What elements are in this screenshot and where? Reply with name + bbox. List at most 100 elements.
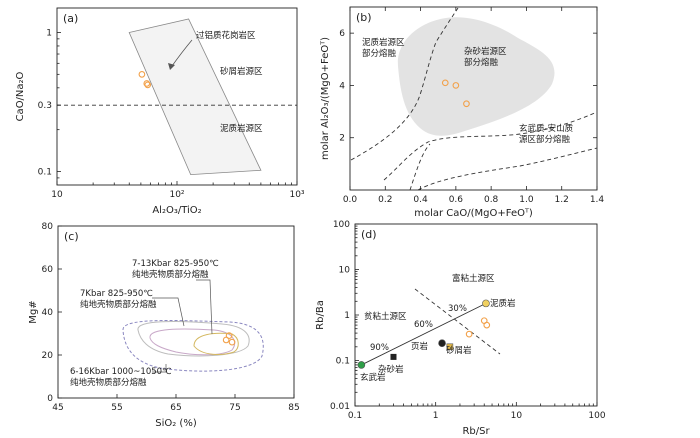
x-tick-label: 1.4	[590, 195, 605, 205]
region-label: 富粘土源区	[452, 273, 495, 284]
y-axis-label: molar Al₂O₃/(MgO+FeOᵀ)	[320, 37, 331, 160]
end-member-marker	[446, 343, 454, 351]
experiment-label: 纯地壳物质部分熔融	[132, 269, 209, 280]
region-label: 杂砂岩源区	[464, 46, 507, 57]
granite-field	[128, 18, 262, 176]
end-member-label: 砂屑岩	[446, 345, 472, 356]
region-label: 源区部分熔融	[519, 134, 571, 145]
data-point	[228, 338, 236, 346]
y-tick-label: 4	[339, 81, 345, 91]
experiment-label: 7-13Kbar 825-950℃	[132, 259, 219, 269]
range-outline	[193, 332, 239, 355]
y-tick-label: 100	[333, 220, 350, 230]
x-tick-label: 0.8	[484, 195, 499, 205]
leader-line	[152, 364, 167, 373]
end-member-marker	[357, 361, 366, 369]
y-tick-label: 20	[42, 351, 54, 361]
x-axis-label: Al₂O₃/TiO₂	[152, 205, 201, 216]
y-axis-label: Rb/Ba	[315, 300, 326, 330]
x-axis-label: Rb/Sr	[462, 426, 490, 437]
end-member-marker	[390, 353, 397, 360]
mixing-percent-label: 90%	[370, 343, 389, 353]
range-outline	[122, 319, 264, 372]
x-tick-label: 0.0	[343, 195, 358, 205]
x-tick-label: 100	[588, 411, 605, 421]
y-tick-label: 1	[46, 28, 52, 38]
x-axis-label: molar CaO/(MgO+FeOᵀ)	[414, 208, 533, 219]
panel-label: (c)	[64, 230, 79, 243]
x-tick-label: 0.6	[449, 195, 464, 205]
data-point	[483, 321, 491, 329]
data-point	[465, 330, 473, 338]
y-tick-label: 0.1	[38, 168, 52, 178]
x-tick-label: 10	[51, 190, 63, 200]
field-pointer-arrow	[168, 63, 175, 70]
data-point	[138, 70, 146, 78]
x-tick-label: 0.2	[378, 195, 392, 205]
y-axis-label: CaO/Na₂O	[15, 71, 26, 121]
boundary-line	[417, 147, 598, 191]
x-tick-label: 55	[111, 403, 122, 413]
field-label: 过铝质花岗岩区	[196, 30, 256, 41]
data-point	[441, 79, 449, 87]
x-tick-label: 10	[511, 411, 523, 421]
region-label: 部分熔融	[464, 57, 499, 68]
region-label: 贫粘土源区	[364, 311, 407, 322]
leader-line	[152, 297, 185, 327]
y-tick-label: 0	[47, 394, 53, 404]
x-tick-label: 1.2	[555, 195, 569, 205]
boundary-line	[414, 288, 501, 355]
boundary-line	[383, 111, 598, 181]
x-tick-label: 45	[52, 403, 63, 413]
y-tick-label: 0.01	[330, 402, 350, 412]
experiment-label: 纯地壳物质部分熔融	[80, 299, 157, 310]
y-tick-label: 1	[344, 311, 350, 321]
y-tick-label: 0.1	[336, 357, 350, 367]
end-member-label: 页岩	[411, 341, 429, 352]
y-tick-label: 2	[339, 134, 345, 144]
end-member-label: 泥质岩	[490, 298, 516, 309]
x-tick-label: 75	[229, 403, 240, 413]
y-axis-label: Mg#	[28, 300, 39, 323]
x-tick-label: 10³	[289, 190, 304, 200]
panel-label: (d)	[361, 228, 377, 241]
panel-label: (a)	[63, 12, 78, 25]
panel-b-frame	[349, 6, 598, 191]
boundary-line	[409, 143, 431, 191]
mixing-line	[361, 302, 487, 366]
region-label: 泥质岩源区	[362, 37, 405, 48]
experiment-label: 纯地壳物质部分熔融	[70, 377, 147, 388]
boundary-line	[350, 7, 459, 161]
range-outline	[149, 328, 236, 356]
data-point	[452, 82, 460, 89]
panel-label: (b)	[356, 11, 372, 24]
region-label: 玄武质-安山质	[519, 123, 574, 134]
field-pointer	[171, 39, 193, 67]
y-tick-label: 80	[42, 222, 54, 232]
x-tick-label: 10²	[169, 190, 184, 200]
leader-line	[196, 279, 213, 335]
y-tick-label: 60	[42, 265, 54, 275]
x-tick-label: 1.0	[519, 195, 534, 205]
range-outline	[137, 321, 250, 357]
experiment-label: 7Kbar 825-950℃	[80, 289, 153, 299]
region-label: 部分熔融	[362, 48, 397, 59]
x-tick-label: 65	[170, 403, 181, 413]
data-point	[143, 80, 151, 87]
x-tick-label: 1	[433, 411, 439, 421]
mixing-percent-label: 60%	[414, 320, 433, 330]
mixing-percent-label: 30%	[448, 304, 467, 314]
y-tick-label: 10	[339, 266, 351, 276]
region-label: 砂屑岩源区	[220, 66, 263, 77]
y-tick-label: 40	[42, 308, 54, 318]
end-member-label: 玄武岩	[360, 372, 386, 383]
data-point	[225, 332, 233, 340]
region-label: 泥质岩源区	[220, 123, 263, 134]
x-tick-label: 85	[288, 403, 299, 413]
end-member-label: 杂砂岩	[378, 364, 404, 375]
y-tick-label: 0.3	[38, 101, 52, 111]
x-axis-label: SiO₂ (%)	[155, 418, 197, 429]
experiment-label: 6-16Kbar 1000~1050℃	[70, 367, 172, 377]
end-member-marker	[482, 299, 490, 308]
